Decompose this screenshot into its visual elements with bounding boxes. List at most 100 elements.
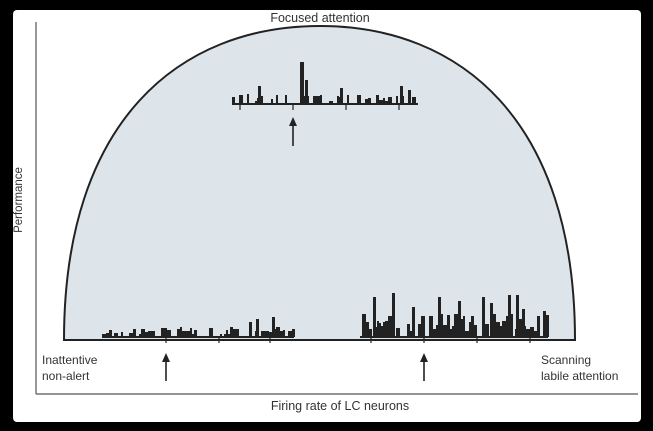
histogram-spike — [408, 90, 411, 104]
histogram-spike — [490, 303, 493, 337]
histogram-bar — [377, 321, 379, 337]
histogram-bar — [145, 332, 148, 337]
histogram-bar — [452, 326, 454, 337]
histogram-bar — [239, 95, 243, 104]
histogram-bar — [230, 327, 233, 337]
histogram-bar — [365, 99, 368, 104]
histogram-bar — [337, 96, 339, 104]
histogram-bar — [450, 329, 452, 337]
histogram-bar — [369, 329, 372, 337]
histogram-bar — [106, 333, 109, 337]
histogram-bar — [421, 316, 425, 337]
histogram-bar — [315, 96, 318, 104]
histogram-bar — [180, 327, 182, 337]
histogram-bar — [121, 332, 123, 337]
histogram-bar — [228, 334, 230, 337]
histogram-bar — [247, 94, 249, 104]
y-axis-label: Performance — [13, 167, 25, 233]
histogram-focused — [232, 62, 418, 110]
histogram-bar — [381, 326, 383, 337]
histogram-spike — [508, 295, 511, 337]
histogram-bar — [269, 332, 273, 337]
title-label: Focused attention — [270, 11, 369, 25]
histogram-bar — [368, 98, 371, 104]
histogram-bar — [379, 323, 381, 337]
histogram-low-firing — [102, 317, 295, 343]
histogram-bar — [285, 95, 287, 104]
histogram-bar — [447, 315, 450, 337]
histogram-bar — [537, 316, 540, 337]
histogram-bar — [385, 101, 388, 104]
histogram-spike — [392, 293, 395, 337]
histogram-bar — [276, 95, 278, 104]
histogram-bar — [232, 97, 235, 104]
histogram-bar — [460, 319, 463, 337]
histogram-bar — [182, 331, 184, 337]
histogram-bar — [418, 324, 421, 337]
histogram-spike — [516, 295, 519, 337]
histogram-bar — [376, 95, 379, 104]
histogram-bar — [440, 314, 443, 337]
histogram-bar — [276, 327, 280, 337]
histogram-bar — [500, 326, 502, 337]
performance-curve — [62, 24, 577, 341]
histogram-bar — [546, 315, 549, 337]
histogram-bar — [362, 314, 366, 337]
histogram-bar — [265, 331, 269, 337]
histogram-bar — [407, 324, 410, 337]
histogram-bar — [292, 329, 295, 337]
histogram-bar — [192, 334, 194, 337]
histogram-bar — [454, 314, 458, 337]
histogram-bar — [385, 321, 388, 337]
histogram-spike — [305, 80, 308, 104]
histogram-spike — [258, 86, 261, 104]
histogram-bar — [133, 329, 136, 337]
histogram-bar — [233, 329, 237, 337]
histogram-bar — [190, 328, 192, 337]
histogram-bar — [474, 325, 477, 337]
histogram-spike — [482, 297, 485, 337]
histogram-bar — [226, 330, 228, 337]
histogram-bar — [469, 322, 471, 337]
histogram-bar — [347, 95, 349, 104]
histogram-bar — [465, 331, 469, 337]
histogram-bar — [518, 319, 522, 337]
histogram-bar — [443, 325, 447, 337]
histogram-high-firing — [360, 293, 549, 343]
histogram-bar — [463, 316, 465, 337]
histogram-bar — [283, 330, 285, 337]
histogram-spike — [458, 301, 461, 337]
histogram-bar — [288, 331, 292, 337]
histogram-spike — [543, 311, 546, 337]
histogram-bar — [320, 95, 322, 104]
histogram-bar — [506, 316, 508, 337]
histogram-bar — [329, 101, 333, 104]
histogram-bar — [220, 334, 222, 337]
histogram-bar — [318, 96, 320, 104]
arrow-up-icon — [289, 117, 297, 146]
left-label-line1: Inattentive — [42, 353, 98, 367]
histogram-bar — [255, 101, 257, 104]
histogram-bar — [502, 321, 506, 337]
histogram-bar — [141, 329, 145, 337]
histogram-bar — [163, 328, 167, 337]
histogram-bar — [388, 97, 392, 104]
histogram-bar — [161, 328, 163, 337]
histogram-bar — [224, 334, 226, 337]
histogram-spike — [412, 307, 415, 337]
arrow-up-icon — [420, 353, 428, 381]
histogram-bar — [379, 100, 383, 104]
histogram-bar — [260, 96, 263, 104]
x-axis-label: Firing rate of LC neurons — [271, 399, 409, 413]
left-label-line2: non-alert — [42, 369, 90, 383]
histogram-bar — [313, 96, 315, 104]
right-label-line1: Scanning — [541, 353, 591, 367]
histogram-spike — [438, 297, 441, 337]
histogram-spike — [522, 309, 525, 337]
histogram-bar — [109, 330, 112, 337]
histogram-bar — [534, 331, 537, 337]
histogram-bar — [209, 328, 213, 337]
histogram-spike — [373, 297, 376, 337]
